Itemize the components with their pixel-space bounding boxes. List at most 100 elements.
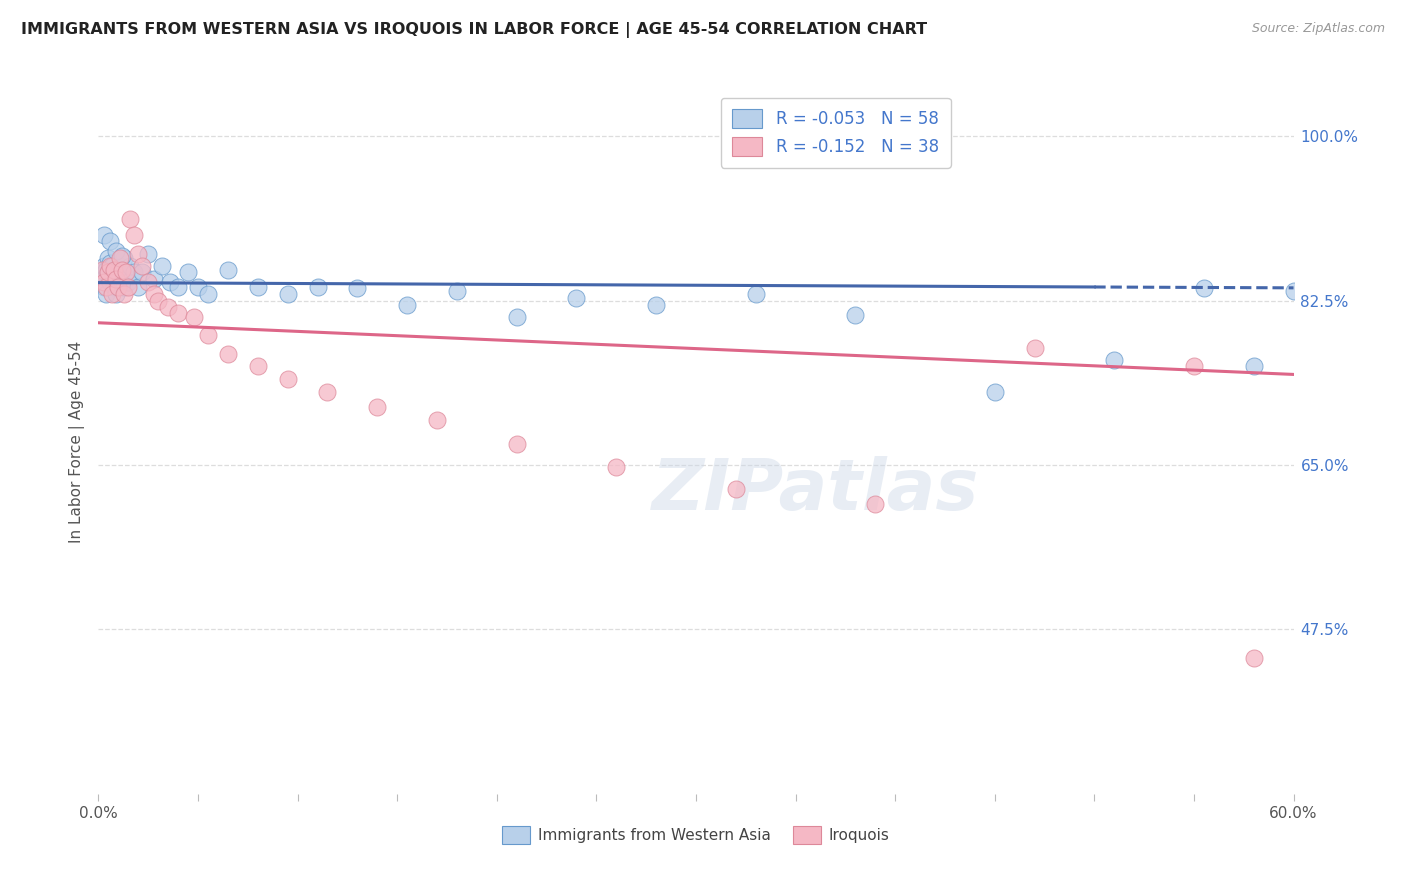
Point xyxy=(167,279,190,293)
Point xyxy=(98,259,122,273)
Point xyxy=(150,259,173,273)
Point xyxy=(91,262,114,277)
Point xyxy=(136,275,159,289)
Point xyxy=(143,287,166,301)
Point xyxy=(112,287,135,301)
Point xyxy=(277,371,299,385)
Point xyxy=(97,252,120,266)
Point xyxy=(183,310,205,324)
Point xyxy=(124,227,146,242)
Point xyxy=(745,287,768,301)
Point xyxy=(101,270,124,285)
Point xyxy=(110,252,132,266)
Point xyxy=(131,259,153,273)
Point xyxy=(117,279,139,293)
Point xyxy=(110,272,132,286)
Text: ZIPatlas: ZIPatlas xyxy=(652,457,979,525)
Point xyxy=(101,287,124,301)
Point xyxy=(143,272,166,286)
Point xyxy=(1282,284,1305,298)
Point xyxy=(98,256,122,270)
Point xyxy=(111,262,134,277)
Point xyxy=(120,259,142,273)
Point xyxy=(1104,352,1126,367)
Point xyxy=(844,308,866,322)
Point xyxy=(110,259,132,273)
Point xyxy=(89,265,111,279)
Point xyxy=(93,259,115,273)
Point xyxy=(91,272,114,286)
Point xyxy=(426,413,449,427)
Point xyxy=(1243,650,1265,665)
Point xyxy=(645,298,668,312)
Point xyxy=(111,262,134,277)
Point xyxy=(307,279,329,293)
Point xyxy=(277,287,299,301)
Point xyxy=(97,265,120,279)
Point xyxy=(98,275,122,289)
Point xyxy=(217,347,239,361)
Point xyxy=(105,287,128,301)
Point xyxy=(120,211,142,226)
Point xyxy=(111,249,134,263)
Point xyxy=(97,265,120,279)
Point xyxy=(112,252,135,266)
Point xyxy=(96,279,118,293)
Point xyxy=(112,279,135,293)
Point xyxy=(1182,359,1205,374)
Point xyxy=(93,227,115,242)
Point xyxy=(506,437,529,451)
Point xyxy=(105,272,128,286)
Point xyxy=(96,262,118,277)
Point xyxy=(1024,341,1046,355)
Point xyxy=(197,287,219,301)
Point xyxy=(724,482,747,496)
Legend: Immigrants from Western Asia, Iroquois: Immigrants from Western Asia, Iroquois xyxy=(496,820,896,850)
Text: Source: ZipAtlas.com: Source: ZipAtlas.com xyxy=(1251,22,1385,36)
Point xyxy=(157,300,180,314)
Point xyxy=(105,275,128,289)
Point xyxy=(605,459,627,474)
Point xyxy=(366,400,388,414)
Point xyxy=(177,265,200,279)
Point xyxy=(107,265,129,279)
Point xyxy=(136,246,159,260)
Point xyxy=(1243,359,1265,374)
Point xyxy=(246,279,269,293)
Point xyxy=(127,246,149,260)
Point xyxy=(159,275,181,289)
Point xyxy=(506,310,529,324)
Point xyxy=(103,262,125,277)
Point xyxy=(117,275,139,289)
Point xyxy=(105,244,128,258)
Point xyxy=(246,359,269,374)
Point xyxy=(124,265,146,279)
Point xyxy=(93,275,115,289)
Y-axis label: In Labor Force | Age 45-54: In Labor Force | Age 45-54 xyxy=(69,341,84,542)
Point xyxy=(96,287,118,301)
Point xyxy=(131,265,153,279)
Point xyxy=(197,328,219,343)
Point xyxy=(984,384,1007,399)
Point xyxy=(346,281,368,295)
Point xyxy=(98,235,122,249)
Point xyxy=(107,279,129,293)
Point xyxy=(127,279,149,293)
Point xyxy=(1192,281,1215,295)
Point xyxy=(115,265,138,279)
Point xyxy=(565,291,588,305)
Point xyxy=(187,279,209,293)
Point xyxy=(446,284,468,298)
Point xyxy=(167,306,190,320)
Point xyxy=(217,262,239,277)
Point xyxy=(101,259,124,273)
Text: IMMIGRANTS FROM WESTERN ASIA VS IROQUOIS IN LABOR FORCE | AGE 45-54 CORRELATION : IMMIGRANTS FROM WESTERN ASIA VS IROQUOIS… xyxy=(21,22,927,38)
Point xyxy=(396,298,419,312)
Point xyxy=(103,265,125,279)
Point xyxy=(316,384,339,399)
Point xyxy=(148,293,170,308)
Point xyxy=(103,279,125,293)
Point xyxy=(865,498,887,512)
Point xyxy=(107,279,129,293)
Point xyxy=(115,265,138,279)
